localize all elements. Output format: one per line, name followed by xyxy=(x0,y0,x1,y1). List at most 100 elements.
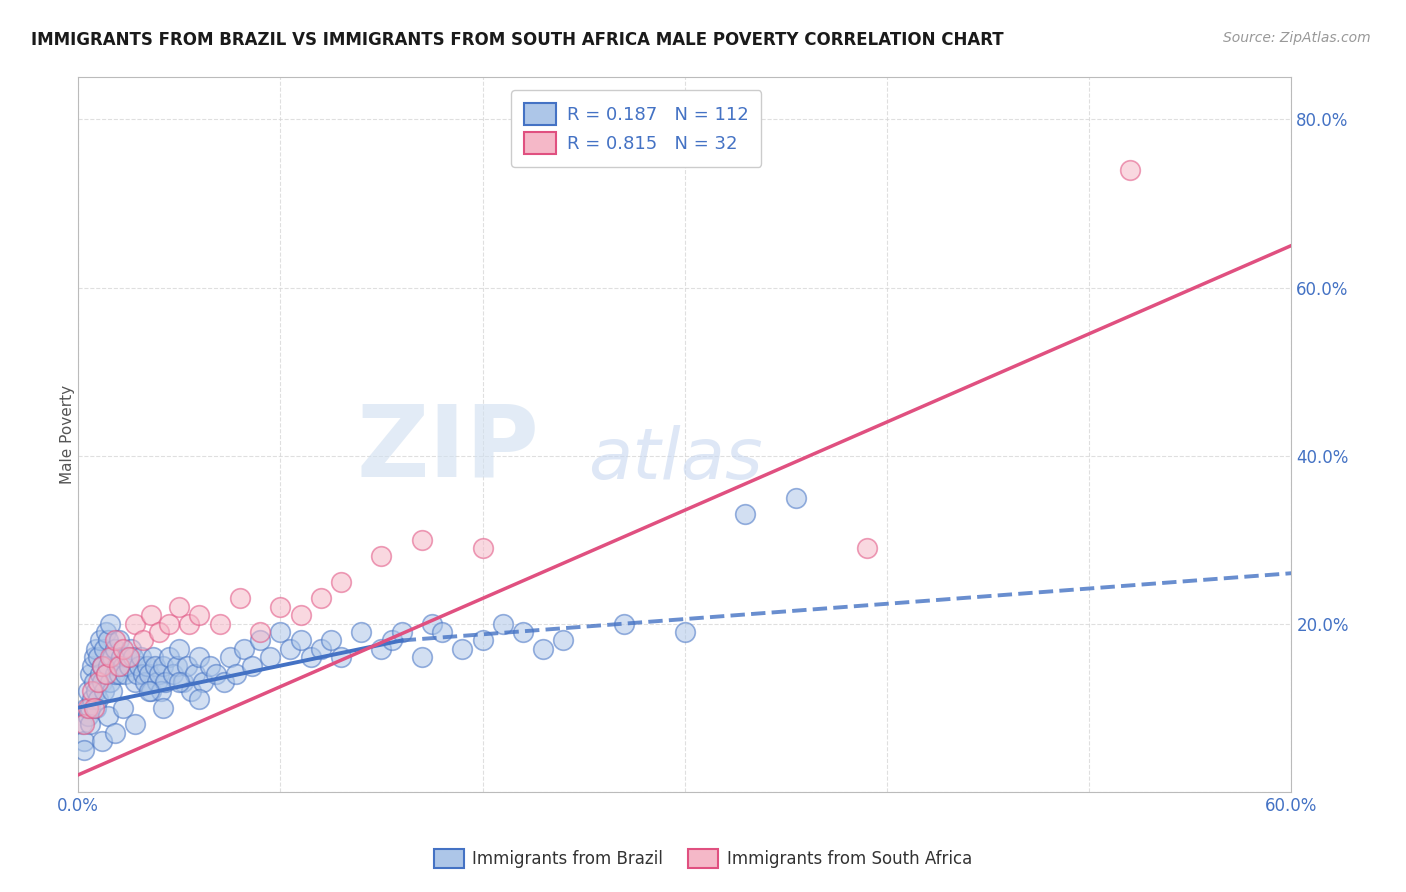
Point xyxy=(188,608,211,623)
Point xyxy=(330,650,353,665)
Point xyxy=(121,650,143,665)
Point xyxy=(82,684,104,698)
Point xyxy=(225,667,247,681)
Point xyxy=(179,616,201,631)
Text: IMMIGRANTS FROM BRAZIL VS IMMIGRANTS FROM SOUTH AFRICA MALE POVERTY CORRELATION : IMMIGRANTS FROM BRAZIL VS IMMIGRANTS FRO… xyxy=(31,31,1004,49)
Point xyxy=(162,667,184,681)
Point xyxy=(350,625,373,640)
Point xyxy=(673,625,696,640)
Point xyxy=(380,633,402,648)
Point xyxy=(299,650,322,665)
Point xyxy=(125,667,148,681)
Point xyxy=(531,641,554,656)
Point xyxy=(430,625,453,640)
Point xyxy=(115,650,138,665)
Point xyxy=(212,675,235,690)
Point xyxy=(103,667,125,681)
Point xyxy=(391,625,413,640)
Point xyxy=(111,641,134,656)
Point xyxy=(114,667,136,681)
Point xyxy=(135,658,157,673)
Point xyxy=(89,633,111,648)
Point xyxy=(319,633,342,648)
Point xyxy=(77,709,100,723)
Point xyxy=(124,675,146,690)
Point xyxy=(100,616,122,631)
Point xyxy=(855,541,877,555)
Point xyxy=(93,684,115,698)
Point xyxy=(96,667,118,681)
Text: Source: ZipAtlas.com: Source: ZipAtlas.com xyxy=(1223,31,1371,45)
Point xyxy=(157,616,180,631)
Point xyxy=(269,625,291,640)
Point xyxy=(120,641,142,656)
Point xyxy=(146,675,169,690)
Point xyxy=(188,650,211,665)
Point xyxy=(153,675,176,690)
Point xyxy=(142,650,165,665)
Point xyxy=(118,658,141,673)
Point xyxy=(172,675,194,690)
Point xyxy=(492,616,515,631)
Point xyxy=(100,675,122,690)
Point xyxy=(734,508,756,522)
Point xyxy=(82,692,104,706)
Point xyxy=(91,675,114,690)
Point xyxy=(107,667,129,681)
Point xyxy=(86,700,108,714)
Point xyxy=(193,675,215,690)
Point xyxy=(148,667,170,681)
Text: atlas: atlas xyxy=(588,425,762,494)
Point xyxy=(96,667,118,681)
Point xyxy=(150,684,173,698)
Point xyxy=(103,633,125,648)
Point xyxy=(97,709,120,723)
Point xyxy=(79,700,101,714)
Point xyxy=(128,658,150,673)
Point xyxy=(148,625,170,640)
Point xyxy=(79,717,101,731)
Point xyxy=(105,658,128,673)
Point xyxy=(232,641,254,656)
Point xyxy=(157,650,180,665)
Point xyxy=(111,658,134,673)
Point xyxy=(167,675,190,690)
Point xyxy=(89,667,111,681)
Point xyxy=(129,650,152,665)
Point xyxy=(471,633,494,648)
Point xyxy=(73,742,96,756)
Point xyxy=(139,608,162,623)
Point xyxy=(138,684,160,698)
Point xyxy=(75,700,97,714)
Point xyxy=(103,641,125,656)
Point xyxy=(86,641,108,656)
Point xyxy=(166,658,188,673)
Point xyxy=(107,658,129,673)
Point xyxy=(198,658,221,673)
Point xyxy=(613,616,636,631)
Point xyxy=(249,625,271,640)
Point xyxy=(269,599,291,614)
Point xyxy=(91,734,114,748)
Point xyxy=(93,641,115,656)
Text: ZIP: ZIP xyxy=(356,401,538,498)
Point xyxy=(91,658,114,673)
Point xyxy=(118,650,141,665)
Point xyxy=(83,675,105,690)
Point xyxy=(451,641,474,656)
Point xyxy=(420,616,443,631)
Point xyxy=(77,700,100,714)
Point xyxy=(83,650,105,665)
Point xyxy=(290,633,312,648)
Point xyxy=(370,549,392,564)
Point xyxy=(152,700,174,714)
Point xyxy=(249,633,271,648)
Point xyxy=(101,684,124,698)
Point xyxy=(309,641,332,656)
Point xyxy=(139,684,162,698)
Point xyxy=(73,734,96,748)
Point xyxy=(96,625,118,640)
Point xyxy=(97,633,120,648)
Point xyxy=(280,641,302,656)
Point xyxy=(87,675,110,690)
